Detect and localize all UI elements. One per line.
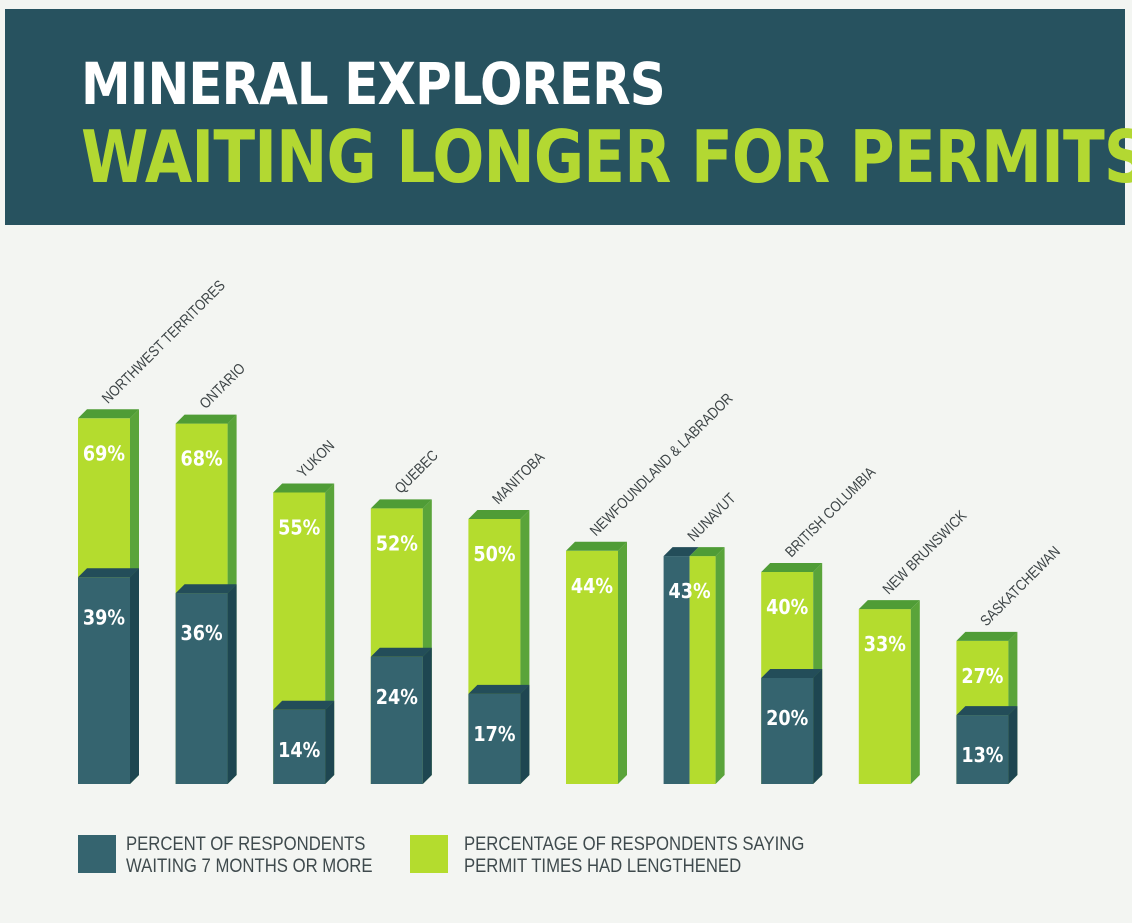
label-dark-manitoba: 17% (473, 724, 515, 746)
legend-label-lengthened: PERCENTAGE OF RESPONDENTS SAYING PERMIT … (464, 834, 804, 878)
bar-green-new-brunswick (858, 600, 920, 784)
label-dark-saskatchewan: 13% (961, 745, 1003, 767)
legend-label-lengthened-line1: PERCENTAGE OF RESPONDENTS SAYING (464, 834, 805, 855)
bar-dark-northwest-territores (78, 568, 139, 784)
category-label-quebec: QUEBEC (391, 446, 441, 496)
label-dark-ontario: 36% (181, 623, 223, 645)
label-green-ontario: 68% (181, 449, 223, 471)
bar-dark-saskatchewan (956, 706, 1018, 784)
legend-label-waiting-line2: WAITING 7 MONTHS OR MORE (126, 856, 373, 877)
title-line-1: MINERAL EXPLORERS (81, 50, 666, 118)
bar-dark-british-columbia (761, 669, 823, 784)
category-label-new-brunswick: NEW BRUNSWICK (879, 506, 970, 597)
label-green-northwest-territores: 69% (83, 443, 125, 465)
label-green-nunavut: 43% (669, 581, 711, 603)
label-dark-northwest-territores: 39% (83, 607, 125, 629)
bar-chart: 69%39%NORTHWEST TERRITORES68%36%ONTARIO5… (78, 276, 1063, 784)
label-green-manitoba: 50% (473, 544, 515, 566)
bar-dark-manitoba (468, 684, 530, 784)
bar-dark-yukon (273, 700, 335, 784)
header-banner: MINERAL EXPLORERS WAITING LONGER FOR PER… (5, 9, 1132, 225)
legend-label-lengthened-line2: PERMIT TIMES HAD LENGTHENED (464, 856, 742, 877)
category-label-ontario: ONTARIO (196, 359, 249, 412)
bar-dark-quebec (370, 647, 432, 784)
legend-swatch-waiting (78, 835, 116, 873)
label-green-saskatchewan: 27% (961, 666, 1003, 688)
category-label-nunavut: NUNAVUT (684, 489, 739, 544)
category-label-manitoba: MANITOBA (488, 448, 548, 508)
category-label-british-columbia: BRITISH COLUMBIA (781, 463, 879, 561)
label-dark-british-columbia: 20% (766, 708, 808, 730)
category-label-saskatchewan: SASKATCHEWAN (976, 542, 1063, 629)
bar-green-nunavut (663, 547, 725, 784)
title-line-2: WAITING LONGER FOR PERMITS (81, 115, 1132, 199)
legend-label-waiting-line1: PERCENT OF RESPONDENTS (126, 834, 366, 855)
bar-dark-ontario (175, 584, 237, 784)
category-label-yukon: YUKON (293, 437, 337, 481)
label-green-yukon: 55% (278, 518, 320, 540)
legend-label-waiting: PERCENT OF RESPONDENTS WAITING 7 MONTHS … (126, 834, 372, 878)
label-dark-yukon: 14% (278, 740, 320, 762)
label-green-new-brunswick: 33% (864, 634, 906, 656)
label-green-quebec: 52% (376, 533, 418, 555)
bar-green-newfoundland-labrador (566, 541, 627, 784)
label-dark-quebec: 24% (376, 687, 418, 709)
label-green-newfoundland-labrador: 44% (571, 576, 613, 598)
label-green-british-columbia: 40% (766, 597, 808, 619)
legend-swatch-lengthened (410, 835, 448, 873)
